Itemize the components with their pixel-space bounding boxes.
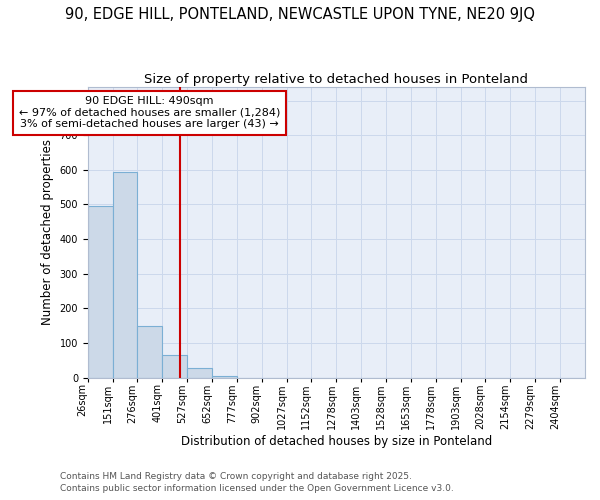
X-axis label: Distribution of detached houses by size in Ponteland: Distribution of detached houses by size … xyxy=(181,434,492,448)
Text: Contains public sector information licensed under the Open Government Licence v3: Contains public sector information licen… xyxy=(60,484,454,493)
Bar xyxy=(187,368,212,378)
Bar xyxy=(212,376,237,378)
Text: 90 EDGE HILL: 490sqm
← 97% of detached houses are smaller (1,284)
3% of semi-det: 90 EDGE HILL: 490sqm ← 97% of detached h… xyxy=(19,96,280,130)
Text: Contains HM Land Registry data © Crown copyright and database right 2025.: Contains HM Land Registry data © Crown c… xyxy=(60,472,412,481)
Y-axis label: Number of detached properties: Number of detached properties xyxy=(41,139,54,325)
Text: 90, EDGE HILL, PONTELAND, NEWCASTLE UPON TYNE, NE20 9JQ: 90, EDGE HILL, PONTELAND, NEWCASTLE UPON… xyxy=(65,8,535,22)
Bar xyxy=(162,355,187,378)
Bar xyxy=(113,172,137,378)
Bar xyxy=(88,206,113,378)
Bar xyxy=(137,326,162,378)
Title: Size of property relative to detached houses in Ponteland: Size of property relative to detached ho… xyxy=(145,72,529,86)
